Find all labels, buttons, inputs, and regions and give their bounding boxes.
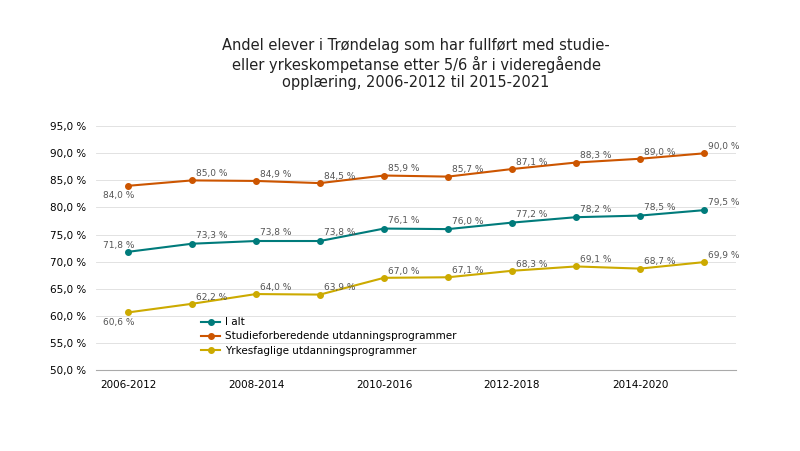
Studieforberedende utdanningsprogrammer	[315, 180, 325, 186]
Studieforberedende utdanningsprogrammer	[443, 174, 453, 179]
Text: 73,3 %: 73,3 %	[196, 231, 228, 240]
Yrkesfaglige utdanningsprogrammer	[123, 310, 133, 315]
Text: 84,9 %: 84,9 %	[260, 170, 291, 179]
I alt	[123, 249, 133, 254]
Line: Studieforberedende utdanningsprogrammer: Studieforberedende utdanningsprogrammer	[126, 151, 706, 189]
I alt	[507, 220, 517, 226]
Line: Yrkesfaglige utdanningsprogrammer: Yrkesfaglige utdanningsprogrammer	[126, 259, 706, 315]
Text: 67,0 %: 67,0 %	[388, 267, 420, 276]
Text: 85,9 %: 85,9 %	[388, 164, 420, 173]
Yrkesfaglige utdanningsprogrammer	[635, 266, 645, 272]
Studieforberedende utdanningsprogrammer	[123, 183, 133, 189]
Studieforberedende utdanningsprogrammer	[699, 151, 709, 156]
Yrkesfaglige utdanningsprogrammer	[379, 275, 389, 281]
Text: Andel elever i Trøndelag som har fullført med studie-
eller yrkeskompetanse ette: Andel elever i Trøndelag som har fullfør…	[222, 38, 610, 90]
Studieforberedende utdanningsprogrammer	[379, 173, 389, 178]
Text: 64,0 %: 64,0 %	[260, 283, 291, 292]
I alt	[315, 238, 325, 244]
I alt	[379, 226, 389, 231]
Text: 76,1 %: 76,1 %	[388, 216, 420, 225]
Text: 79,5 %: 79,5 %	[708, 198, 740, 207]
Text: 69,1 %: 69,1 %	[580, 255, 612, 264]
Yrkesfaglige utdanningsprogrammer	[443, 275, 453, 280]
Yrkesfaglige utdanningsprogrammer	[187, 301, 197, 307]
Text: 69,9 %: 69,9 %	[708, 251, 740, 260]
Yrkesfaglige utdanningsprogrammer	[571, 264, 581, 269]
Text: 60,6 %: 60,6 %	[103, 318, 134, 327]
Text: 90,0 %: 90,0 %	[708, 142, 740, 151]
Text: 78,2 %: 78,2 %	[580, 205, 611, 214]
Text: 71,8 %: 71,8 %	[103, 241, 134, 250]
Text: 68,7 %: 68,7 %	[644, 258, 676, 267]
Yrkesfaglige utdanningsprogrammer	[251, 291, 261, 297]
Yrkesfaglige utdanningsprogrammer	[507, 268, 517, 273]
Line: I alt: I alt	[126, 207, 706, 255]
Legend: I alt, Studieforberedende utdanningsprogrammer, Yrkesfaglige utdanningsprogramme: I alt, Studieforberedende utdanningsprog…	[198, 313, 461, 360]
Text: 78,5 %: 78,5 %	[644, 203, 676, 212]
Text: 73,8 %: 73,8 %	[324, 229, 356, 238]
I alt	[571, 215, 581, 220]
Text: 77,2 %: 77,2 %	[516, 210, 547, 219]
Text: 73,8 %: 73,8 %	[260, 229, 292, 238]
Text: 85,7 %: 85,7 %	[452, 166, 484, 175]
Yrkesfaglige utdanningsprogrammer	[699, 259, 709, 265]
Text: 85,0 %: 85,0 %	[196, 169, 228, 178]
Text: 87,1 %: 87,1 %	[516, 158, 548, 167]
I alt	[635, 213, 645, 218]
Text: 76,0 %: 76,0 %	[452, 216, 484, 226]
Text: 62,2 %: 62,2 %	[196, 293, 227, 302]
I alt	[251, 238, 261, 244]
Text: 88,3 %: 88,3 %	[580, 152, 612, 161]
Studieforberedende utdanningsprogrammer	[507, 166, 517, 172]
Studieforberedende utdanningsprogrammer	[187, 178, 197, 183]
Text: 63,9 %: 63,9 %	[324, 283, 356, 292]
I alt	[187, 241, 197, 246]
Text: 84,5 %: 84,5 %	[324, 172, 355, 181]
Studieforberedende utdanningsprogrammer	[571, 160, 581, 165]
Studieforberedende utdanningsprogrammer	[635, 156, 645, 161]
I alt	[699, 207, 709, 213]
Text: 68,3 %: 68,3 %	[516, 260, 548, 269]
Yrkesfaglige utdanningsprogrammer	[315, 292, 325, 297]
I alt	[443, 226, 453, 232]
Studieforberedende utdanningsprogrammer	[251, 178, 261, 184]
Text: 67,1 %: 67,1 %	[452, 266, 484, 275]
Text: 84,0 %: 84,0 %	[103, 191, 134, 200]
Text: 89,0 %: 89,0 %	[644, 147, 676, 156]
